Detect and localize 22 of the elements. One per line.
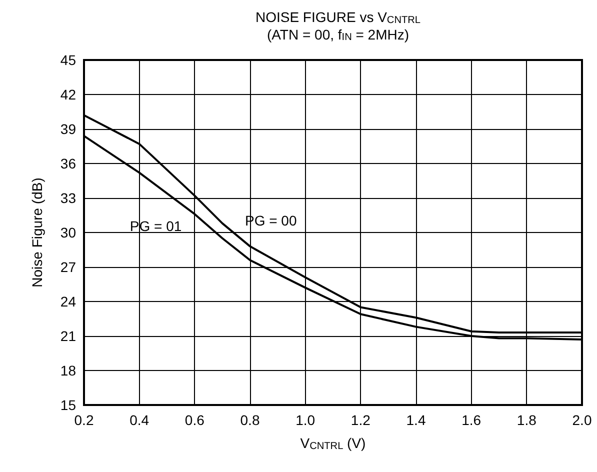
y-tick-label: 33: [60, 190, 76, 206]
y-tick-label: 21: [60, 328, 76, 344]
y-tick-label: 39: [60, 121, 76, 137]
x-tick-label: 0.6: [184, 412, 205, 428]
y-tick-label: 42: [60, 86, 76, 102]
x-tick-label: 1.2: [350, 412, 371, 428]
y-tick-label: 36: [60, 156, 76, 172]
x-tick-label: 1.4: [406, 412, 426, 428]
x-tick-label: 0.2: [74, 412, 94, 428]
x-tick-label: 1.6: [462, 412, 482, 428]
x-tick-label: 1.0: [296, 412, 316, 428]
x-tick-label: 0.8: [240, 412, 260, 428]
x-tick-label: 2.0: [572, 412, 592, 428]
y-tick-label: 15: [60, 397, 76, 413]
y-tick-label: 45: [60, 52, 76, 68]
x-tick-label: 0.4: [130, 412, 150, 428]
x-tick-label: 1.8: [516, 412, 537, 428]
y-axis-title: Noise Figure (dB): [29, 178, 45, 288]
y-tick-label: 30: [60, 224, 76, 240]
y-tick-label: 18: [60, 362, 76, 378]
y-tick-label: 24: [60, 294, 76, 310]
y-tick-label: 27: [60, 259, 76, 275]
